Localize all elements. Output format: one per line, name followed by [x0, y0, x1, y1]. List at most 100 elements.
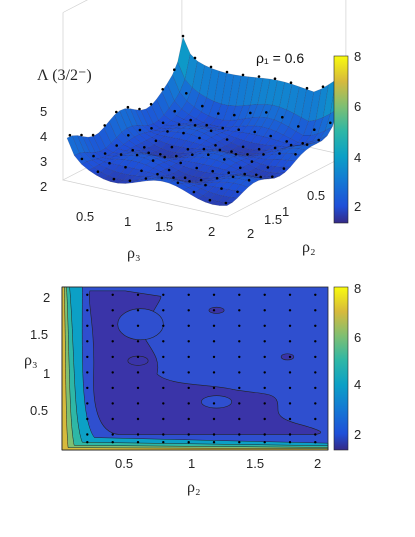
contour-low-region [89, 290, 322, 435]
contour-point [187, 355, 190, 359]
surface-z-label: Λ (3/2⁻) [37, 67, 92, 84]
contour-point [187, 441, 190, 444]
x-tick: 1 [188, 456, 195, 471]
surface-point [128, 179, 132, 182]
contour-point [288, 309, 292, 312]
contour-point [111, 355, 114, 359]
contour-point [263, 417, 266, 421]
surface-x-label: ρ₃ [127, 245, 141, 262]
contour-point [263, 293, 266, 296]
surface-point [234, 153, 238, 156]
surface-point [108, 161, 111, 165]
contour-point [238, 417, 241, 421]
surface-point [250, 160, 254, 163]
contour-point [136, 309, 140, 312]
contour-point [263, 402, 266, 405]
contour-point [162, 402, 165, 405]
surface-point [151, 159, 155, 162]
contour-point [263, 441, 266, 444]
contour-point [136, 340, 140, 343]
contour-point [263, 324, 266, 327]
x-tick: 1 [124, 214, 131, 229]
surface-point [195, 166, 198, 170]
colorbar-tick: 4 [354, 150, 361, 165]
surface-point [209, 65, 213, 69]
contour-point [187, 309, 190, 312]
contour-regions [61, 286, 329, 451]
surface-point [285, 140, 289, 143]
contour-point [111, 340, 114, 343]
contour-point [111, 402, 114, 405]
surface-point [225, 70, 229, 74]
contour-point [187, 340, 190, 343]
colorbar-tick: 6 [354, 99, 361, 114]
surface-point [150, 127, 153, 130]
surface-point [91, 133, 95, 137]
surface-point [305, 143, 309, 146]
contour-point [86, 324, 89, 327]
surface-point [147, 151, 150, 155]
surface-point [220, 187, 223, 190]
surface-point [156, 172, 159, 176]
surface-point [297, 125, 300, 128]
surface-point [259, 175, 263, 179]
surface-point [193, 124, 197, 127]
surface-point [115, 144, 118, 147]
contour-point [263, 433, 266, 436]
y-tick: 0.5 [307, 188, 325, 203]
surface-point [211, 169, 214, 173]
colorbar-tick: 8 [354, 281, 361, 296]
surface-point [138, 107, 141, 111]
surface-point [202, 147, 206, 151]
x-tick: 0.5 [76, 209, 94, 224]
surface-point [254, 173, 258, 177]
contour-point [136, 441, 140, 444]
surface-y-ticks: 0.5 1 1.5 2 [247, 188, 325, 241]
surface-point [208, 198, 212, 202]
contour-point [86, 402, 89, 405]
surface-point [163, 155, 166, 159]
contour-point [162, 293, 165, 296]
contour-point [314, 340, 317, 343]
surface-point [172, 176, 175, 179]
contour-point [162, 355, 165, 359]
contour-point [238, 386, 241, 390]
contour-point [212, 324, 216, 327]
contour-point [212, 340, 216, 343]
surface-point [205, 123, 208, 127]
z-tick: 4 [40, 129, 47, 144]
colorbar-gradient [333, 55, 349, 224]
surface-point [124, 165, 127, 169]
surface-point [119, 153, 123, 156]
surface-point [294, 153, 297, 156]
contour-point [238, 371, 241, 374]
surface-point [80, 133, 83, 137]
contour-point [111, 309, 114, 312]
surface-point [138, 128, 142, 132]
surface-point [247, 178, 251, 182]
surface-point [241, 73, 245, 77]
z-tick: 2 [40, 179, 47, 194]
x-tick: 2 [208, 224, 215, 239]
contour-point [288, 371, 292, 374]
y-tick: 2 [43, 290, 50, 305]
surface-point [176, 181, 180, 185]
surface-point [223, 158, 226, 161]
contour-point [111, 324, 114, 327]
contour-point [136, 417, 140, 421]
surface-point [160, 176, 164, 180]
contour-point [314, 309, 317, 312]
y-tick: 2 [247, 226, 254, 241]
surface-point [217, 112, 220, 115]
contour-point [288, 417, 292, 421]
contour-band [61, 286, 329, 451]
contour-point [263, 340, 266, 343]
contour-point [162, 340, 165, 343]
surface-point [218, 148, 222, 152]
contour-point [86, 371, 89, 374]
contour-points [86, 293, 317, 444]
contour-point [111, 371, 114, 374]
contour-point [238, 340, 241, 343]
surface-point [273, 146, 277, 150]
contour-point [187, 324, 190, 327]
